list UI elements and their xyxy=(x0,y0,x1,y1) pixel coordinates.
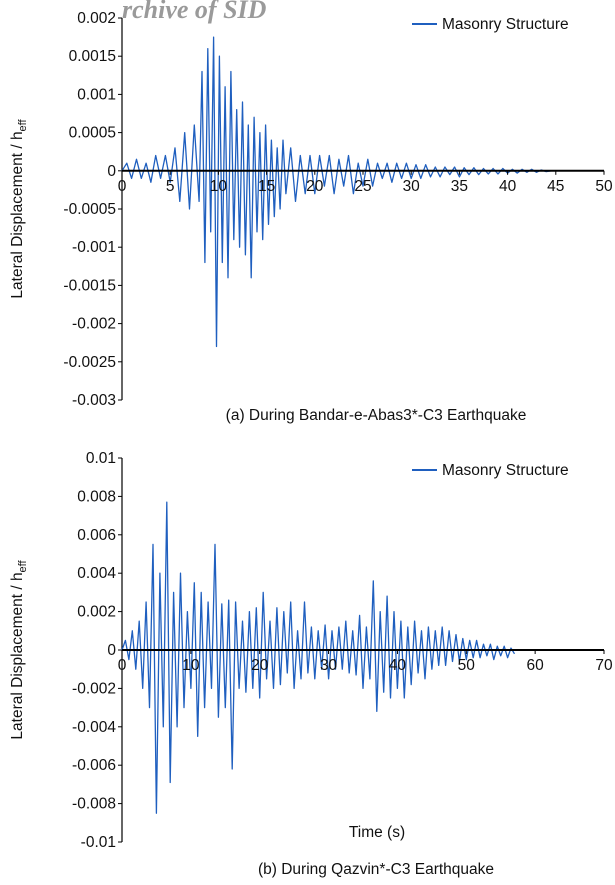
y-tick-label: -0.0025 xyxy=(63,354,116,371)
x-tick-label: 0 xyxy=(118,657,127,674)
y-tick-label: 0.0005 xyxy=(69,125,116,142)
x-tick-label: 30 xyxy=(320,657,338,674)
chart-a: 0.0020.00150.0010.00050-0.0005-0.001-0.0… xyxy=(9,10,613,424)
y-tick-label: -0.008 xyxy=(72,796,116,813)
x-tick-label: 10 xyxy=(182,657,200,674)
x-tick-label: 40 xyxy=(499,178,517,195)
y-tick-label: -0.0005 xyxy=(63,201,116,218)
chart-caption: (a) During Bandar-e-Abas3*-C3 Earthquake xyxy=(226,407,527,424)
x-tick-label: 60 xyxy=(527,657,545,674)
y-tick-label: -0.002 xyxy=(72,316,116,333)
y-tick-label: 0.004 xyxy=(77,565,116,582)
x-tick-label: 5 xyxy=(166,178,175,195)
watermark-text: rchive of SID xyxy=(122,0,267,24)
x-tick-label: 50 xyxy=(458,657,476,674)
y-tick-label: -0.01 xyxy=(81,834,116,851)
chart-caption: (b) During Qazvin*-C3 Earthquake xyxy=(258,861,494,878)
x-tick-label: 25 xyxy=(354,178,371,195)
x-tick-label: 35 xyxy=(451,178,468,195)
y-tick-label: -0.006 xyxy=(72,757,116,774)
y-tick-label: -0.004 xyxy=(72,719,116,736)
x-tick-label: 50 xyxy=(595,178,613,195)
x-axis-title: Time (s) xyxy=(349,824,405,841)
x-tick-label: 30 xyxy=(403,178,421,195)
x-tick-label: 10 xyxy=(210,178,228,195)
y-axis-title-subscript: eff xyxy=(17,118,29,131)
x-tick-label: 20 xyxy=(306,178,324,195)
series-line-1 xyxy=(121,501,516,814)
y-tick-label: -0.001 xyxy=(72,239,116,256)
y-tick-label: 0.006 xyxy=(77,527,116,544)
x-tick-label: 40 xyxy=(389,657,407,674)
series-line-1 xyxy=(121,36,552,348)
x-tick-label: 0 xyxy=(118,178,127,195)
y-tick-label: -0.0015 xyxy=(63,277,116,294)
y-tick-label: 0.002 xyxy=(77,10,116,27)
y-tick-label: -0.002 xyxy=(72,680,116,697)
y-tick-label: 0.002 xyxy=(77,604,116,621)
x-tick-label: 45 xyxy=(547,178,564,195)
x-tick-label: 70 xyxy=(595,657,613,674)
y-tick-label: 0.0015 xyxy=(69,48,116,65)
y-axis-title-subscript: eff xyxy=(17,559,29,572)
y-axis-title-main: Lateral Displacement / h xyxy=(9,131,26,298)
y-tick-label: -0.003 xyxy=(72,392,116,409)
y-tick-label: 0.008 xyxy=(77,488,116,505)
y-axis-title: Lateral Displacement / heff xyxy=(9,118,29,298)
x-tick-label: 20 xyxy=(251,657,269,674)
y-axis-title-main: Lateral Displacement / h xyxy=(9,572,26,739)
y-tick-label: 0 xyxy=(107,642,116,659)
legend-label: Masonry Structure xyxy=(442,16,569,33)
y-axis-title: Lateral Displacement / heff xyxy=(9,559,29,739)
legend-label: Masonry Structure xyxy=(442,462,569,479)
y-tick-label: 0 xyxy=(107,163,116,180)
chart-b: 0.010.0080.0060.0040.0020-0.002-0.004-0.… xyxy=(9,450,613,878)
x-tick-label: 15 xyxy=(258,178,275,195)
y-tick-label: 0.01 xyxy=(86,450,116,467)
y-tick-label: 0.001 xyxy=(77,86,116,103)
